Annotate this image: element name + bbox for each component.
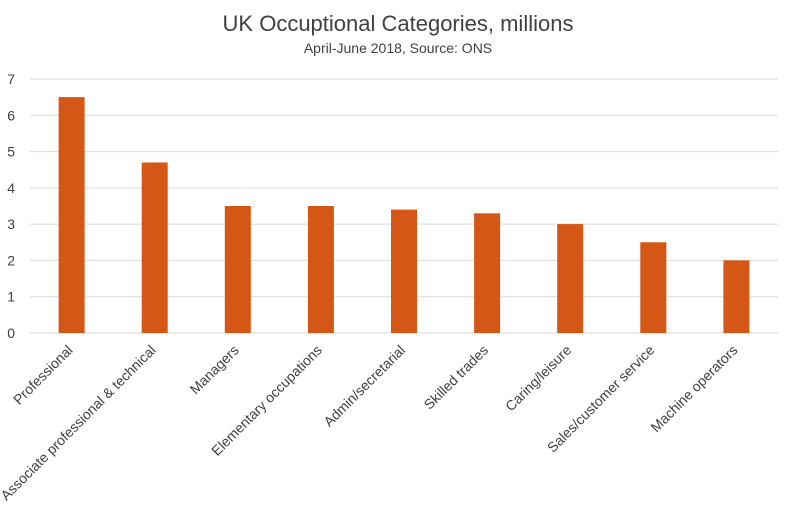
bar xyxy=(58,97,85,333)
chart-title: UK Occuptional Categories, millions xyxy=(223,11,574,36)
y-axis-ticks: 0 1 2 3 4 5 6 7 xyxy=(7,71,15,341)
chart-subtitle: April-June 2018, Source: ONS xyxy=(304,40,492,56)
x-category-label: Professional xyxy=(10,342,76,408)
x-category-label: Associate professional & technical xyxy=(0,342,159,504)
y-tick-label: 5 xyxy=(7,144,15,160)
bar xyxy=(391,209,417,333)
x-category-label: Managers xyxy=(187,342,242,397)
bar xyxy=(141,162,168,333)
y-tick-label: 4 xyxy=(7,180,15,196)
y-tick-label: 2 xyxy=(7,252,15,268)
y-tick-label: 6 xyxy=(7,107,15,123)
bar xyxy=(224,206,251,333)
bar xyxy=(640,242,667,333)
bar xyxy=(557,224,584,333)
x-category-label: Admin/secretarial xyxy=(320,342,408,430)
x-category-label: Skilled trades xyxy=(420,342,491,413)
bar xyxy=(474,213,501,333)
x-category-label: Caring/leisure xyxy=(502,342,575,415)
bars xyxy=(58,97,750,333)
y-tick-label: 0 xyxy=(7,325,15,341)
y-tick-label: 3 xyxy=(7,216,15,232)
x-category-label: Machine operators xyxy=(647,342,740,435)
y-tick-label: 7 xyxy=(7,71,15,87)
y-tick-label: 1 xyxy=(7,289,15,305)
bar xyxy=(307,206,334,333)
bar xyxy=(723,260,750,333)
